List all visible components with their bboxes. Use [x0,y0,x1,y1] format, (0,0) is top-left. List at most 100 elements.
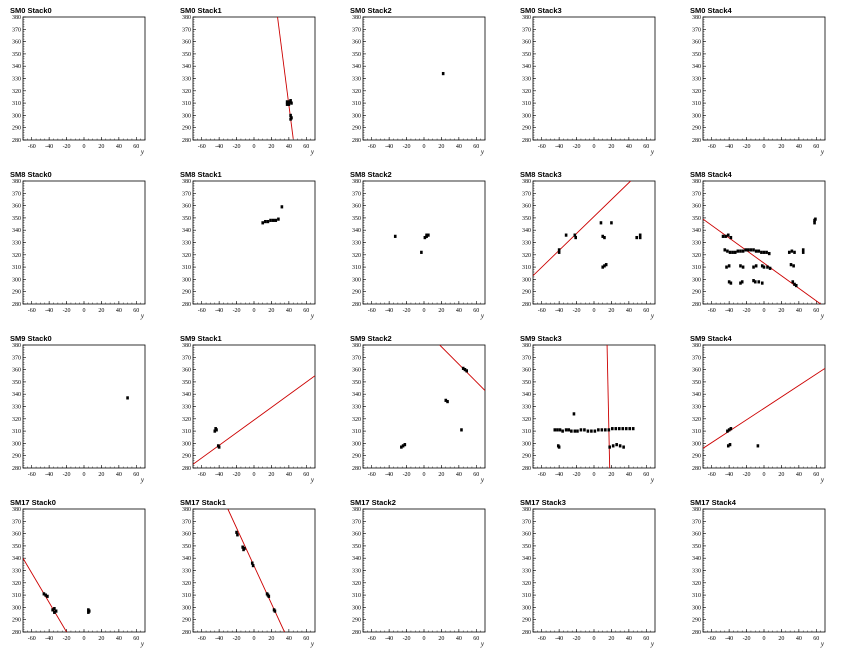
x-tick-label: 0 [253,636,256,642]
chart-panel-14: SM9 Stack4 280 290 300 310 320 330 340 350 360 370… [680,328,850,492]
y-tick-label: 290 [12,126,21,132]
data-point [736,249,740,253]
x-tick-label: 40 [286,636,292,642]
x-tick-label: 40 [626,472,632,478]
data-point [752,248,755,252]
data-point [635,235,638,240]
y-tick-label: 290 [182,618,191,624]
x-tick-label: -20 [573,472,581,478]
data-point [739,281,742,285]
x-axis-label: y [480,640,485,648]
data-point [729,427,733,431]
data-point [241,545,244,549]
plot-area [703,367,825,449]
chart-panel-0: SM0 Stack0 280 290 300 310 320 330 340 350 360 370… [0,0,170,164]
chart-svg: 280 290 300 310 320 330 340 350 360 370 380 -60 -40 -… [182,507,316,648]
y-tick-label: 300 [182,113,191,119]
x-tick-label: -20 [743,472,751,478]
x-tick-label: 60 [133,144,139,150]
data-point [724,234,727,238]
y-tick-label: 280 [522,466,531,472]
data-point [266,219,270,224]
data-point [739,249,742,253]
data-point [53,607,56,611]
y-tick-label: 350 [352,216,361,222]
y-tick-label: 300 [352,277,361,283]
y-tick-label: 300 [12,441,21,447]
y-tick-label: 350 [522,544,531,550]
data-point [579,428,583,432]
fit-line [703,218,821,304]
x-tick-label: 60 [643,472,649,478]
x-tick-label: -20 [63,308,71,314]
chart-panel-5: SM8 Stack0 280 290 300 310 320 330 340 350 360 370… [0,164,170,328]
data-point [423,235,427,240]
y-tick-label: 310 [352,265,361,271]
data-point [747,248,750,252]
y-tick-label: 310 [522,429,531,435]
x-tick-label: -40 [215,636,223,642]
chart-panel-4: SM0 Stack4 280 290 300 310 320 330 340 350 360 370… [680,0,850,164]
y-tick-label: 370 [352,27,361,33]
y-tick-label: 350 [692,216,701,222]
data-point [765,250,768,254]
x-axis-label: y [480,312,485,320]
x-tick-label: -60 [198,308,206,314]
x-tick-label: 40 [456,636,462,642]
data-point [752,279,755,283]
y-tick-label: 320 [352,417,361,423]
y-tick-label: 360 [182,532,191,538]
x-tick-label: -40 [555,308,563,314]
y-tick-label: 360 [522,40,531,46]
data-point [287,102,291,106]
x-axis-label: y [310,476,315,484]
y-tick-label: 340 [12,228,21,234]
x-tick-label: 20 [608,636,614,642]
data-point [622,445,625,449]
y-tick-label: 320 [692,581,701,587]
y-tick-label: 320 [522,89,531,95]
x-tick-label: 60 [473,472,479,478]
x-tick-label: -40 [725,472,733,478]
plot-frame [702,180,826,305]
data-point [741,265,745,269]
data-point [269,218,272,222]
y-tick-label: 360 [352,368,361,374]
y-tick-label: 330 [692,569,701,575]
plot-frame [532,180,656,305]
x-tick-label: -60 [198,636,206,642]
y-tick-label: 340 [522,556,531,562]
y-tick-label: 340 [692,228,701,234]
x-tick-label: 20 [778,636,784,642]
data-point [618,444,622,448]
y-tick-label: 330 [522,405,531,411]
plot-area [126,396,129,400]
y-tick-label: 290 [182,126,191,132]
plot-frame [192,180,316,305]
data-point [757,280,761,284]
x-tick-label: 0 [423,308,426,314]
y-tick-label: 300 [182,441,191,447]
y-tick-label: 280 [182,630,191,636]
chart-svg: 280 290 300 310 320 330 340 350 360 370 380 -60 -40 -… [692,15,826,156]
x-tick-label: 40 [456,308,462,314]
plot-area [441,71,445,76]
data-point [250,561,254,565]
fit-line [606,345,611,468]
data-point [794,283,798,288]
data-point [561,429,564,433]
data-point [557,250,561,254]
y-tick-label: 340 [352,392,361,398]
chart-panel-13: SM9 Stack3 280 290 300 310 320 330 340 350 360 370… [510,328,680,492]
y-tick-label: 300 [182,605,191,611]
chart-title: SM17 Stack0 [10,498,56,507]
x-axis-label: y [820,476,825,484]
y-tick-label: 370 [12,355,21,361]
x-tick-label: 40 [796,636,802,642]
data-point [801,250,805,254]
x-tick-label: 40 [116,472,122,478]
chart-svg: 280 290 300 310 320 330 340 350 360 370 380 -60 -40 -… [182,343,316,484]
y-tick-label: 280 [12,466,21,472]
x-tick-label: 60 [303,144,309,150]
chart-title: SM0 Stack4 [690,6,732,15]
